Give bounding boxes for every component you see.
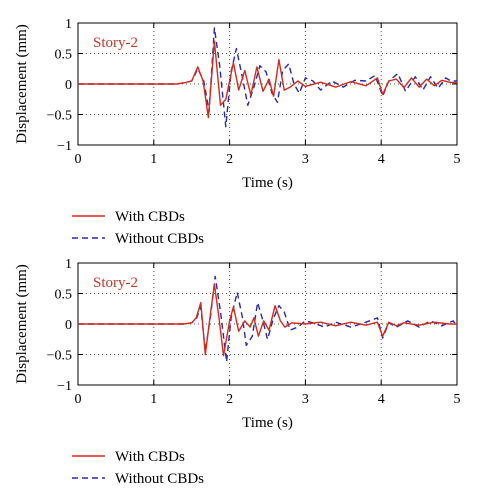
y-tick-label: −1	[57, 379, 72, 394]
x-axis-label: Time (s)	[242, 415, 293, 431]
legend-label: With CBDs	[115, 449, 185, 465]
story-annotation: Story-2	[93, 275, 138, 291]
chart-panel-2: 0 1 2 3 4 5 1 0.5 0 −0.5 −1 Time (s) Displacement (m…	[14, 257, 461, 487]
x-tick-label: 2	[226, 152, 233, 167]
x-tick-label: 2	[226, 392, 233, 407]
legend-label: Without CBDs	[115, 231, 204, 247]
x-tick-label: 1	[150, 392, 157, 407]
chart-panel-1: 0 1 2 3 4 5 1 0.5 0 −0.5 −1 Time (s) Displacement (m…	[14, 17, 461, 247]
y-tick-label: −0.5	[47, 109, 72, 124]
y-tick-label: 0	[65, 318, 72, 333]
y-tick-label: −0.5	[47, 349, 72, 364]
series-line-with-cbds	[78, 40, 457, 119]
y-axis-label: Displacement (mm)	[14, 264, 30, 384]
x-tick-label: 4	[378, 152, 385, 167]
y-tick-label: 0.5	[55, 288, 73, 303]
x-tick-label: 3	[302, 392, 309, 407]
x-axis-label: Time (s)	[242, 175, 293, 191]
story-annotation: Story-2	[93, 35, 138, 51]
x-tick-label: 5	[454, 152, 461, 167]
y-tick-label: −1	[57, 139, 72, 154]
series-line-without-cbds	[78, 27, 457, 128]
series-line-without-cbds	[78, 275, 457, 363]
x-tick-label: 3	[302, 152, 309, 167]
x-tick-label: 5	[454, 392, 461, 407]
y-tick-label: 0.5	[55, 48, 73, 63]
legend-label: With CBDs	[115, 209, 185, 225]
y-tick-label: 1	[65, 17, 72, 32]
x-tick-label: 1	[150, 152, 157, 167]
x-tick-label: 4	[378, 392, 385, 407]
y-tick-label: 0	[65, 78, 72, 93]
y-axis-label: Displacement (mm)	[14, 24, 30, 144]
series-line-with-cbds	[78, 283, 457, 357]
y-tick-label: 1	[65, 257, 72, 272]
x-tick-label: 0	[75, 152, 82, 167]
legend-label: Without CBDs	[115, 471, 204, 487]
x-tick-label: 0	[75, 392, 82, 407]
